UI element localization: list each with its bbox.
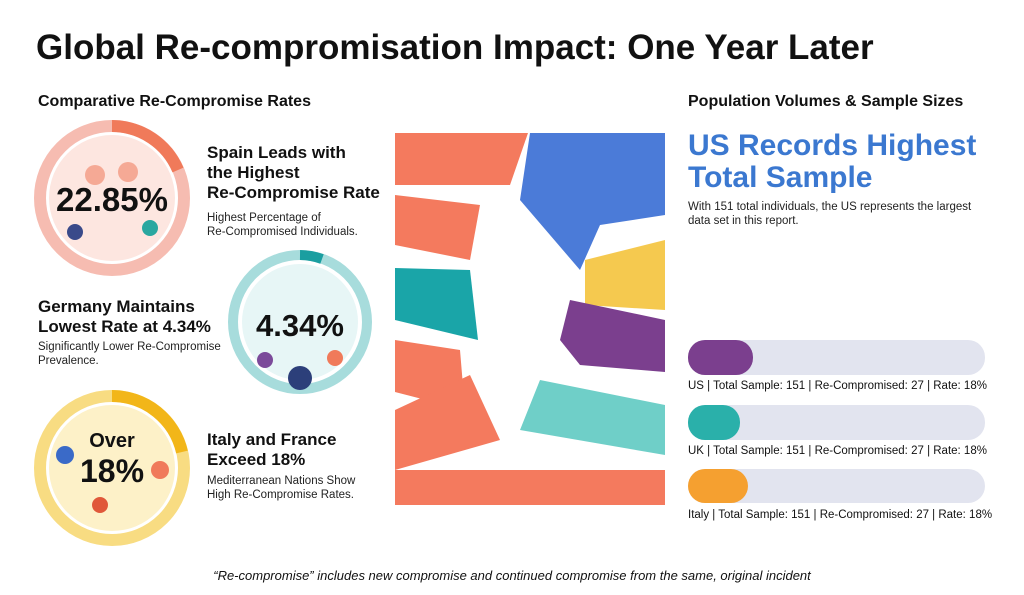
line: High Re-Compromise Rates. bbox=[207, 489, 354, 501]
bar-label: UK | Total Sample: 151 | Re-Compromised:… bbox=[688, 445, 987, 457]
germany-ring bbox=[228, 250, 372, 394]
item-subtext: Mediterranean Nations Show High Re-Compro… bbox=[207, 474, 355, 502]
line: Exceed 18% bbox=[207, 450, 306, 469]
bar-label: Italy | Total Sample: 151 | Re-Compromis… bbox=[688, 509, 993, 521]
line: the Highest bbox=[207, 163, 300, 182]
item-subtext: Significantly Lower Re-Compromise Prevale… bbox=[38, 340, 221, 368]
item-headline: Germany Maintains Lowest Rate at 4.34% bbox=[38, 297, 211, 337]
prefix: Over bbox=[89, 430, 135, 452]
item-subtext: Highest Percentage of Re-Compromised Indi… bbox=[207, 211, 358, 239]
line: Re-Compromise Rate bbox=[207, 183, 380, 202]
line: Highest Percentage of bbox=[207, 212, 321, 224]
spain-value: 22.85% bbox=[56, 181, 168, 218]
value: 18% bbox=[79, 453, 145, 489]
italy-ring bbox=[34, 390, 190, 546]
ribbons bbox=[395, 133, 665, 505]
line: Total Sample bbox=[688, 161, 873, 194]
line: data set in this report. bbox=[688, 215, 799, 227]
line: Germany Maintains bbox=[38, 297, 195, 316]
line: Prevalence. bbox=[38, 355, 99, 367]
bars bbox=[688, 340, 985, 503]
line: With 151 total individuals, the US repre… bbox=[688, 201, 972, 213]
title: Global Re-compromisation Impact: One Yea… bbox=[36, 28, 874, 67]
item-headline: Italy and France Exceed 18% bbox=[207, 430, 336, 470]
line: Spain Leads with bbox=[207, 143, 346, 162]
right-headline: US Records Highest Total Sample bbox=[688, 130, 976, 194]
line: Lowest Rate at 4.34% bbox=[38, 317, 211, 336]
germany-value: 4.34% bbox=[256, 308, 344, 343]
line: Re-Compromised Individuals. bbox=[207, 226, 358, 238]
line: US Records Highest bbox=[688, 129, 977, 162]
right-text: With 151 total individuals, the US repre… bbox=[688, 200, 971, 228]
spain-ring bbox=[34, 120, 190, 276]
right-heading: Population Volumes & Sample Sizes bbox=[688, 93, 964, 110]
line: Mediterranean Nations Show bbox=[207, 475, 356, 487]
bar-label: US | Total Sample: 151 | Re-Compromised:… bbox=[688, 380, 987, 392]
line: Italy and France bbox=[207, 430, 337, 449]
line: Significantly Lower Re-Compromise bbox=[38, 341, 221, 353]
italy-value: Over 18% bbox=[79, 426, 145, 489]
item-headline: Spain Leads with the Highest Re-Compromise… bbox=[207, 143, 380, 203]
footnote: “Re-compromise” includes new compromise … bbox=[213, 568, 811, 583]
left-heading: Comparative Re-Compromise Rates bbox=[38, 93, 311, 110]
